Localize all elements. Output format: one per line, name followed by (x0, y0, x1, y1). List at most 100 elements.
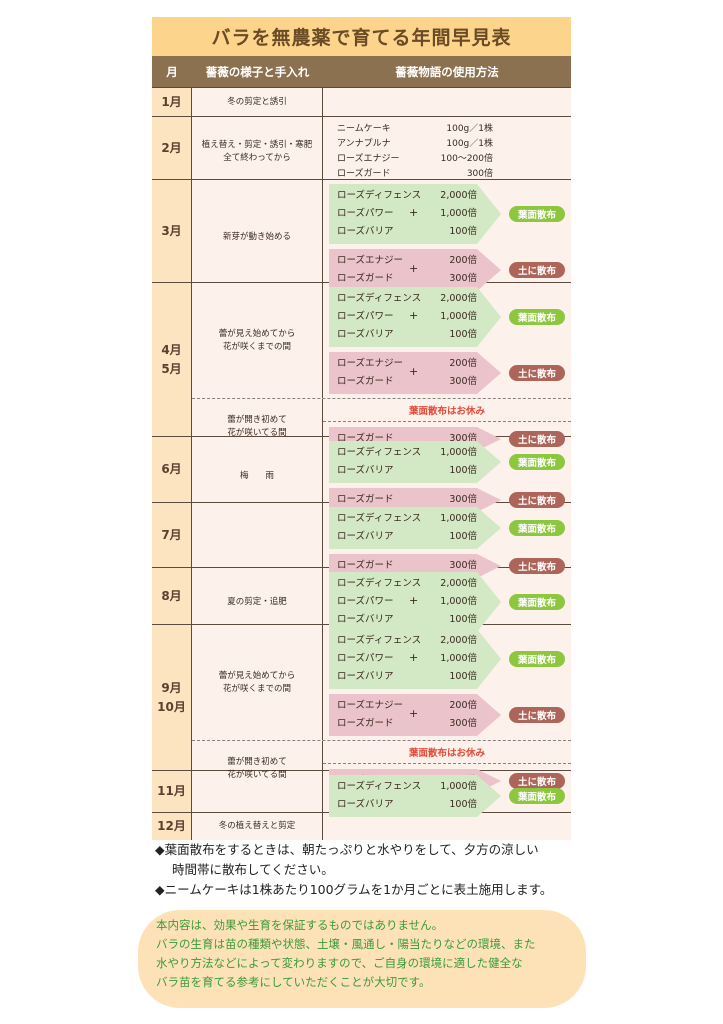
product-ratio: 1,000倍 (440, 596, 477, 607)
row-sections: ローズディフェンス 1,000倍 ローズバリア 100倍 葉面散布 ローズガード 300倍 土… (192, 503, 571, 582)
product-item: ローズバリア 100倍 (337, 223, 477, 241)
product-item: ローズバリア 100倍 (337, 462, 477, 480)
header-care: 薔薇の様子と手入れ (205, 64, 310, 79)
product-name: ローズバリア (337, 799, 394, 810)
product-ratio: 1,000倍 (440, 513, 477, 524)
plus-sign: + (409, 262, 419, 276)
row-section: 新芽が動き始める ローズディフェンス 2,000倍 ローズパワー 1,000倍 ローズバリ… (192, 180, 571, 295)
product-item: ローズバリア 100倍 (337, 668, 477, 686)
product-name: ローズバリア (337, 226, 394, 237)
row-section: 冬の剪定と誘引 (192, 88, 571, 116)
note-line: ◆葉面散布をするときは、朝たっぷりと水やりをして、夕方の涼しい (155, 842, 539, 857)
product-item: ローズガード 300倍 (337, 557, 477, 575)
product-item: ローズバリア 100倍 (337, 611, 477, 629)
product-arrow: ローズディフェンス 1,000倍 ローズバリア 100倍 (329, 441, 501, 483)
product-item: ローズエナジー 100〜200倍 (337, 152, 558, 167)
product-name: アンナプルナ (337, 139, 391, 149)
product-name: ローズガード (337, 273, 394, 284)
row-sections: 冬の剪定と誘引 (192, 88, 571, 116)
product-item: ローズディフェンス 2,000倍 (337, 290, 477, 308)
row-sections: 植え替え・剪定・誘引・寒肥 全て終わってから ニームケーキ 100g／1株 アンナプル… (192, 117, 571, 187)
product-item: ローズガード 300倍 (337, 167, 558, 182)
table-row: 11月 ローズディフェンス 1,000倍 ローズバリア 100倍 葉面散布 (152, 770, 571, 821)
product-ratio: 300倍 (449, 718, 477, 729)
row-section: 夏の剪定・追肥 ローズディフェンス 2,000倍 ローズパワー 1,000倍 ローズバリア… (192, 568, 571, 636)
header-method: 薔薇物語の使用方法 (395, 64, 499, 79)
product-name: ローズガード (337, 494, 394, 505)
row-section: 冬の植え替えと剪定 (192, 813, 571, 840)
care-cell: 蕾が開き初めて 花が咲いてる間 (192, 741, 323, 797)
care-cell: 新芽が動き始める (192, 180, 323, 295)
product-ratio: 1,000倍 (440, 311, 477, 322)
product-item: ニームケーキ 100g／1株 (337, 122, 558, 137)
product-arrow: ローズエナジー 200倍 ローズガード 300倍 + (329, 694, 501, 736)
care-cell: 冬の植え替えと剪定 (192, 813, 323, 840)
method-cell: ローズディフェンス 2,000倍 ローズパワー 1,000倍 ローズバリア 100倍 + 葉面… (323, 625, 571, 740)
product-ratio: 100倍 (449, 329, 477, 340)
care-cell: 梅 雨 (192, 437, 323, 516)
method-cell: ローズディフェンス 1,000倍 ローズバリア 100倍 葉面散布 (323, 771, 571, 821)
row-sections: 梅 雨 ローズディフェンス 1,000倍 ローズバリア 100倍 葉面散布 ローズガード 30… (192, 437, 571, 516)
plus-sign: + (409, 206, 419, 220)
care-cell: 蕾が見え始めてから 花が咲くまでの間 (192, 625, 323, 740)
product-arrow: ローズディフェンス 1,000倍 ローズバリア 100倍 (329, 775, 501, 817)
product-name: ニームケーキ (337, 124, 391, 134)
product-ratio: 1,000倍 (440, 781, 477, 792)
product-name: ローズディフェンス (337, 513, 422, 524)
product-item: ローズガード 300倍 (337, 491, 477, 509)
product-ratio: 200倍 (449, 700, 477, 711)
product-arrow: ローズディフェンス 2,000倍 ローズパワー 1,000倍 ローズバリア 100倍 + (329, 184, 501, 244)
product-ratio: 100倍 (449, 799, 477, 810)
foliar-spray-group: ローズディフェンス 2,000倍 ローズパワー 1,000倍 ローズバリア 100倍 + 葉面… (329, 287, 566, 347)
method-cell: ローズディフェンス 2,000倍 ローズパワー 1,000倍 ローズバリア 100倍 + 葉面… (323, 180, 571, 295)
row-sections: 蕾が見え始めてから 花が咲くまでの間 ローズディフェンス 2,000倍 ローズパワー 1… (192, 625, 571, 797)
table-row: 1月 冬の剪定と誘引 (152, 87, 571, 116)
product-arrow: ローズディフェンス 2,000倍 ローズパワー 1,000倍 ローズバリア 100倍 + (329, 287, 501, 347)
row-sections: 夏の剪定・追肥 ローズディフェンス 2,000倍 ローズパワー 1,000倍 ローズバリア… (192, 568, 571, 636)
page-title: バラを無農薬で育てる年間早見表 (152, 17, 571, 56)
product-item: ローズガード 300倍 (337, 373, 477, 391)
product-ratio: 100g／1株 (446, 139, 493, 149)
foliar-spray-badge: 葉面散布 (509, 520, 565, 536)
product-ratio: 100倍 (449, 465, 477, 476)
foliar-spray-badge: 葉面散布 (509, 206, 565, 222)
table-body: 1月 冬の剪定と誘引 2月 植え替え・剪定・誘引・寒肥 全て終わってから ニームケーキ 1… (152, 87, 571, 840)
product-item: ローズエナジー 200倍 (337, 697, 477, 715)
header-month: 月 (166, 64, 178, 79)
product-ratio: 2,000倍 (440, 578, 477, 589)
product-ratio: 100g／1株 (446, 124, 493, 134)
product-name: ローズパワー (337, 311, 394, 322)
product-ratio: 100〜200倍 (440, 154, 493, 164)
product-name: ローズバリア (337, 671, 394, 682)
product-item: ローズパワー 1,000倍 (337, 308, 477, 326)
foliar-rest-note: 葉面散布はお休み (323, 403, 571, 422)
soil-application-badge: 土に散布 (509, 431, 565, 447)
product-ratio: 100倍 (449, 614, 477, 625)
table-row: 2月 植え替え・剪定・誘引・寒肥 全て終わってから ニームケーキ 100g／1株 アンナ… (152, 116, 571, 187)
row-sections: ローズディフェンス 1,000倍 ローズバリア 100倍 葉面散布 (192, 771, 571, 821)
foliar-spray-group: ローズディフェンス 2,000倍 ローズパワー 1,000倍 ローズバリア 100倍 + 葉面… (329, 629, 566, 689)
product-ratio: 1,000倍 (440, 653, 477, 664)
product-name: ローズディフェンス (337, 447, 422, 458)
disclaimer-box: 本内容は、効果や生育を保証するものではありません。 バラの生育は苗の種類や状態、… (138, 910, 586, 1008)
product-name: ローズエナジー (337, 700, 404, 711)
soil-application-group: ローズエナジー 200倍 ローズガード 300倍 + 土に散布 (329, 352, 566, 394)
foliar-spray-badge: 葉面散布 (509, 309, 565, 325)
product-name: ローズディフェンス (337, 190, 422, 201)
row-section: ローズディフェンス 1,000倍 ローズバリア 100倍 葉面散布 (192, 771, 571, 821)
product-item: ローズディフェンス 1,000倍 (337, 444, 477, 462)
month-cell: 8月 (152, 568, 192, 624)
product-ratio: 100倍 (449, 531, 477, 542)
soil-application-badge: 土に散布 (509, 262, 565, 278)
month-cell: 2月 (152, 117, 192, 179)
table-row: 7月 ローズディフェンス 1,000倍 ローズバリア 100倍 葉面散布 ローズガード 300… (152, 502, 571, 582)
product-item: ローズディフェンス 2,000倍 (337, 632, 477, 650)
disclaimer-line: バラの生育は苗の種類や状態、土壌・風通し・陽当たりなどの環境、また (156, 937, 536, 951)
product-ratio: 2,000倍 (440, 190, 477, 201)
product-arrow: ローズディフェンス 1,000倍 ローズバリア 100倍 (329, 507, 501, 549)
soil-application-badge: 土に散布 (509, 365, 565, 381)
table-row: 3月 新芽が動き始める ローズディフェンス 2,000倍 ローズパワー 1,000倍 ローズ… (152, 179, 571, 295)
annual-schedule-table: バラを無農薬で育てる年間早見表 月 薔薇の様子と手入れ 薔薇物語の使用方法 1月… (152, 17, 571, 840)
foliar-spray-badge: 葉面散布 (509, 651, 565, 667)
foliar-spray-badge: 葉面散布 (509, 594, 565, 610)
